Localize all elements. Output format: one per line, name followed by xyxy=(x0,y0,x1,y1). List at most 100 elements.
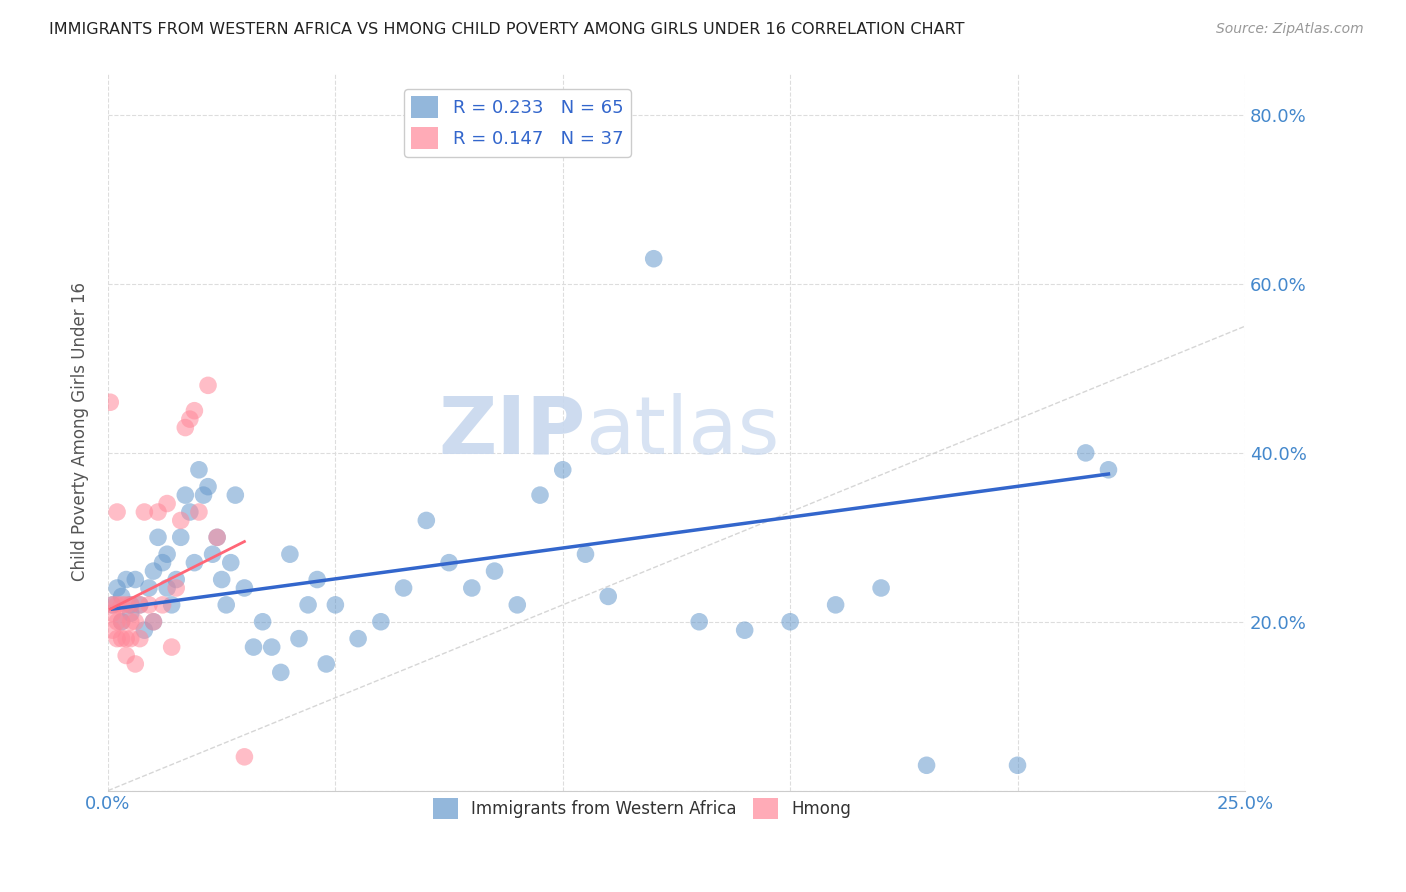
Immigrants from Western Africa xyxy=(128,598,150,612)
Immigrants from Western Africa xyxy=(219,556,242,570)
Hmong xyxy=(120,598,142,612)
Immigrants from Western Africa xyxy=(1097,463,1119,477)
Immigrants from Western Africa xyxy=(824,598,846,612)
Immigrants from Western Africa xyxy=(111,615,134,629)
Immigrants from Western Africa xyxy=(437,556,460,570)
Immigrants from Western Africa xyxy=(105,581,128,595)
Hmong xyxy=(142,615,165,629)
Immigrants from Western Africa xyxy=(598,590,620,604)
Immigrants from Western Africa xyxy=(392,581,415,595)
Immigrants from Western Africa xyxy=(124,573,146,587)
Hmong xyxy=(205,530,228,544)
Immigrants from Western Africa xyxy=(211,573,233,587)
Immigrants from Western Africa xyxy=(115,573,138,587)
Immigrants from Western Africa xyxy=(215,598,238,612)
Immigrants from Western Africa xyxy=(138,581,160,595)
Hmong xyxy=(128,598,150,612)
Immigrants from Western Africa xyxy=(224,488,246,502)
Hmong xyxy=(105,505,128,519)
Immigrants from Western Africa xyxy=(484,564,506,578)
Immigrants from Western Africa xyxy=(643,252,665,266)
Hmong xyxy=(174,420,197,434)
Immigrants from Western Africa xyxy=(174,488,197,502)
Hmong xyxy=(105,598,128,612)
Immigrants from Western Africa xyxy=(160,598,183,612)
Immigrants from Western Africa xyxy=(574,547,596,561)
Immigrants from Western Africa xyxy=(242,640,264,654)
Hmong xyxy=(124,615,146,629)
Immigrants from Western Africa xyxy=(270,665,292,680)
Text: ZIP: ZIP xyxy=(439,392,585,471)
Hmong xyxy=(101,607,124,621)
Immigrants from Western Africa xyxy=(461,581,484,595)
Hmong xyxy=(197,378,219,392)
Immigrants from Western Africa xyxy=(278,547,301,561)
Immigrants from Western Africa xyxy=(1074,446,1097,460)
Immigrants from Western Africa xyxy=(233,581,256,595)
Immigrants from Western Africa xyxy=(870,581,893,595)
Immigrants from Western Africa xyxy=(187,463,209,477)
Hmong xyxy=(115,632,138,646)
Immigrants from Western Africa xyxy=(120,607,142,621)
Immigrants from Western Africa xyxy=(779,615,801,629)
Immigrants from Western Africa xyxy=(197,480,219,494)
Hmong xyxy=(146,505,169,519)
Immigrants from Western Africa xyxy=(307,573,329,587)
Immigrants from Western Africa xyxy=(260,640,283,654)
Immigrants from Western Africa xyxy=(347,632,370,646)
Text: Source: ZipAtlas.com: Source: ZipAtlas.com xyxy=(1216,22,1364,37)
Immigrants from Western Africa xyxy=(134,623,156,637)
Hmong xyxy=(101,598,124,612)
Immigrants from Western Africa xyxy=(193,488,215,502)
Hmong xyxy=(105,615,128,629)
Immigrants from Western Africa xyxy=(183,556,205,570)
Immigrants from Western Africa xyxy=(146,530,169,544)
Immigrants from Western Africa xyxy=(111,590,134,604)
Hmong xyxy=(170,513,193,527)
Immigrants from Western Africa xyxy=(152,556,174,570)
Text: atlas: atlas xyxy=(585,392,780,471)
Immigrants from Western Africa xyxy=(370,615,392,629)
Immigrants from Western Africa xyxy=(734,623,756,637)
Immigrants from Western Africa xyxy=(252,615,274,629)
Hmong xyxy=(98,395,121,409)
Immigrants from Western Africa xyxy=(288,632,311,646)
Immigrants from Western Africa xyxy=(915,758,938,772)
Hmong xyxy=(183,403,205,417)
Hmong xyxy=(156,497,179,511)
Hmong xyxy=(111,598,134,612)
Immigrants from Western Africa xyxy=(201,547,224,561)
Hmong xyxy=(160,640,183,654)
Hmong xyxy=(120,632,142,646)
Immigrants from Western Africa xyxy=(165,573,187,587)
Immigrants from Western Africa xyxy=(205,530,228,544)
Immigrants from Western Africa xyxy=(1007,758,1029,772)
Hmong xyxy=(111,615,134,629)
Hmong xyxy=(138,598,160,612)
Immigrants from Western Africa xyxy=(506,598,529,612)
Immigrants from Western Africa xyxy=(170,530,193,544)
Hmong xyxy=(152,598,174,612)
Hmong xyxy=(179,412,201,426)
Hmong xyxy=(101,623,124,637)
Immigrants from Western Africa xyxy=(156,547,179,561)
Immigrants from Western Africa xyxy=(325,598,347,612)
Text: IMMIGRANTS FROM WESTERN AFRICA VS HMONG CHILD POVERTY AMONG GIRLS UNDER 16 CORRE: IMMIGRANTS FROM WESTERN AFRICA VS HMONG … xyxy=(49,22,965,37)
Immigrants from Western Africa xyxy=(156,581,179,595)
Hmong xyxy=(165,581,187,595)
Immigrants from Western Africa xyxy=(529,488,551,502)
Immigrants from Western Africa xyxy=(551,463,574,477)
Immigrants from Western Africa xyxy=(142,615,165,629)
Immigrants from Western Africa xyxy=(101,598,124,612)
Hmong xyxy=(187,505,209,519)
Immigrants from Western Africa xyxy=(142,564,165,578)
Hmong xyxy=(115,598,138,612)
Legend: Immigrants from Western Africa, Hmong: Immigrants from Western Africa, Hmong xyxy=(426,792,858,825)
Hmong xyxy=(134,505,156,519)
Immigrants from Western Africa xyxy=(315,657,337,671)
Hmong xyxy=(115,648,138,663)
Immigrants from Western Africa xyxy=(297,598,319,612)
Hmong xyxy=(233,749,256,764)
Y-axis label: Child Poverty Among Girls Under 16: Child Poverty Among Girls Under 16 xyxy=(72,282,89,582)
Hmong xyxy=(111,632,134,646)
